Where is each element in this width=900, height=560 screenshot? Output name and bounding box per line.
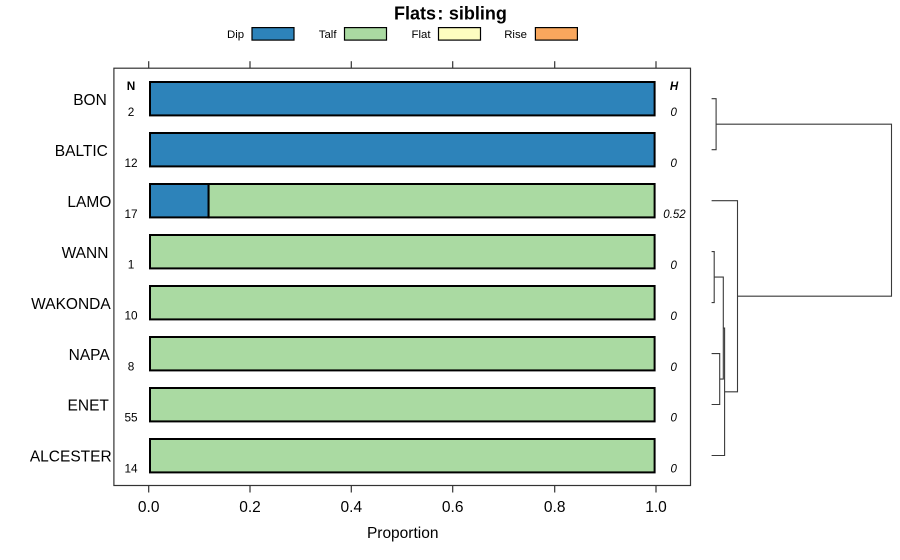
svg-text:14: 14	[124, 462, 138, 476]
svg-text:8: 8	[128, 360, 135, 374]
svg-text:H: H	[670, 81, 679, 93]
svg-text:Rise: Rise	[504, 29, 527, 41]
svg-text:12: 12	[124, 156, 137, 170]
svg-text:0: 0	[670, 260, 677, 272]
svg-text:ENET: ENET	[68, 398, 110, 415]
svg-text:ALCESTER: ALCESTER	[30, 449, 112, 466]
svg-text:NAPA: NAPA	[69, 347, 111, 364]
svg-text:0.8: 0.8	[544, 499, 566, 516]
svg-text:Flats: sibling: Flats: sibling	[394, 4, 507, 24]
svg-text:WAKONDA: WAKONDA	[31, 296, 111, 313]
svg-text:55: 55	[124, 411, 138, 425]
svg-text:BON: BON	[73, 92, 107, 109]
svg-text:0.6: 0.6	[442, 499, 464, 516]
svg-text:Dip: Dip	[227, 29, 244, 41]
svg-text:0: 0	[670, 311, 677, 323]
svg-text:Talf: Talf	[319, 29, 338, 41]
svg-text:17: 17	[124, 207, 137, 221]
svg-text:0.4: 0.4	[341, 499, 363, 516]
svg-text:0: 0	[670, 464, 677, 476]
svg-text:1.0: 1.0	[645, 499, 667, 516]
svg-text:Proportion: Proportion	[367, 525, 439, 542]
svg-text:LAMO: LAMO	[67, 194, 111, 211]
svg-text:0: 0	[670, 158, 677, 170]
svg-text:0: 0	[670, 362, 677, 374]
svg-text:0: 0	[670, 413, 677, 425]
svg-text:0.2: 0.2	[239, 499, 261, 516]
svg-text:10: 10	[124, 309, 138, 323]
svg-text:BALTIC: BALTIC	[55, 143, 108, 160]
svg-text:WANN: WANN	[62, 245, 109, 262]
svg-text:N: N	[127, 79, 136, 93]
svg-text:0.52: 0.52	[663, 209, 686, 221]
svg-text:1: 1	[128, 258, 135, 272]
svg-text:0.0: 0.0	[138, 499, 160, 516]
svg-text:2: 2	[128, 105, 135, 119]
svg-text:0: 0	[670, 107, 677, 119]
svg-text:Flat: Flat	[412, 29, 432, 41]
